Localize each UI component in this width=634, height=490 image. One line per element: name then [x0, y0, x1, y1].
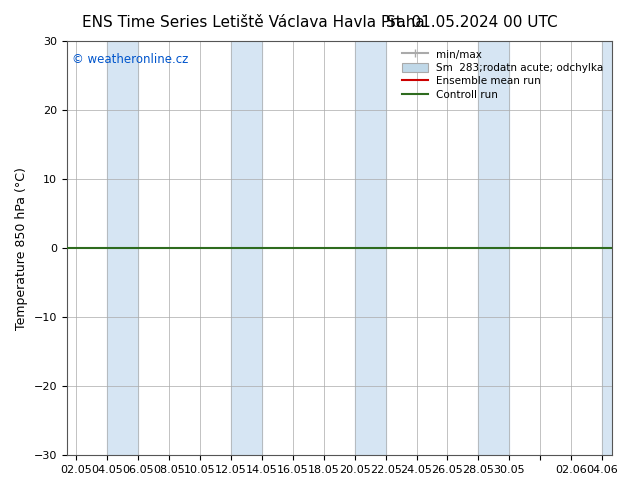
Text: © weatheronline.cz: © weatheronline.cz: [72, 53, 188, 67]
Bar: [231, 41, 262, 455]
Legend: min/max, Sm  283;rodatn acute; odchylka, Ensemble mean run, Controll run: min/max, Sm 283;rodatn acute; odchylka, …: [398, 46, 606, 103]
Bar: [107, 41, 138, 455]
Bar: [479, 41, 509, 455]
Bar: [354, 41, 385, 455]
Bar: [602, 41, 633, 455]
Text: St. 01.05.2024 00 UTC: St. 01.05.2024 00 UTC: [386, 15, 558, 30]
Y-axis label: Temperature 850 hPa (°C): Temperature 850 hPa (°C): [15, 167, 28, 330]
Text: ENS Time Series Letiště Václava Havla Praha: ENS Time Series Letiště Václava Havla Pr…: [82, 15, 425, 30]
